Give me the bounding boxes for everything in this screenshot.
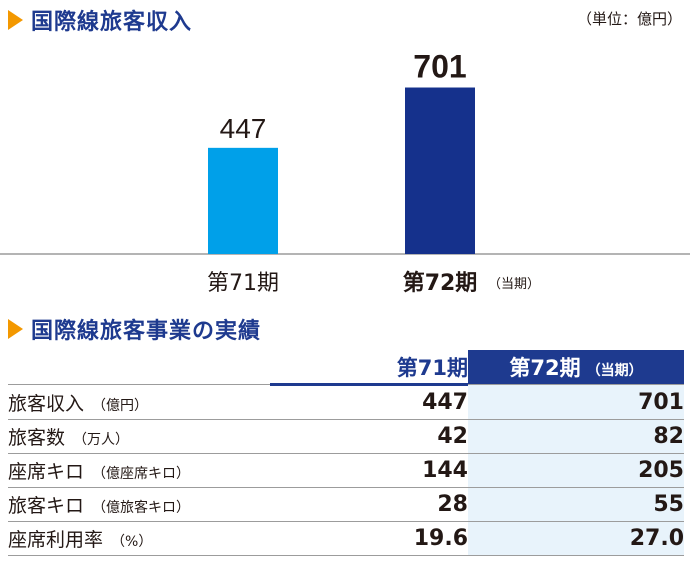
triangle-marker-icon <box>8 319 23 339</box>
value-72: 55 <box>468 487 684 522</box>
row-unit-note: （万人） <box>73 432 130 448</box>
triangle-marker-icon <box>8 10 23 30</box>
row-label-cell: 旅客キロ （億旅客キロ） <box>8 487 270 522</box>
row-label: 旅客収入 <box>8 392 85 415</box>
row-label-cell: 旅客数 （万人） <box>8 419 270 454</box>
bar-value-label: 701 <box>413 49 466 85</box>
revenue-bar-chart: 447 第71期 701 第72期 （当期） <box>0 49 690 296</box>
bar-1 <box>208 147 278 254</box>
row-unit-note: （億円） <box>92 397 149 414</box>
value-72: 205 <box>468 453 684 488</box>
row-unit-note: （%） <box>111 534 153 550</box>
results-table: 第71期 第72期 （当期） 旅客収入 （億円） 447 701 旅客数 （万人） 42 82 座… <box>8 350 684 556</box>
value-71: 144 <box>270 453 468 488</box>
row-label-cell: 座席利用率 （%） <box>8 521 270 556</box>
header-71: 第71期 <box>270 350 468 386</box>
results-heading: 国際線旅客事業の実績 <box>8 313 261 345</box>
bar-value-label: 447 <box>220 113 267 144</box>
bar-2 <box>405 87 475 254</box>
category-note: （当期） <box>488 277 540 292</box>
value-71: 28 <box>270 487 468 522</box>
table-row: 旅客キロ （億旅客キロ） 28 55 <box>8 487 684 522</box>
table-row: 座席キロ （億座席キロ） 144 205 <box>8 453 684 488</box>
category-label: 第72期 <box>403 270 478 296</box>
row-label-cell: 座席キロ （億座席キロ） <box>8 453 270 488</box>
header-72-note: （当期） <box>586 363 643 379</box>
row-unit-note: （億旅客キロ） <box>92 500 191 516</box>
value-71: 42 <box>270 419 468 454</box>
row-label: 旅客キロ <box>8 495 85 517</box>
value-72: 82 <box>468 419 684 454</box>
table-row: 座席利用率 （%） 19.6 27.0 <box>8 521 684 556</box>
value-72: 27.0 <box>468 521 684 556</box>
table-row: 旅客収入 （億円） 447 701 <box>8 384 684 420</box>
category-label: 第71期 <box>207 271 279 296</box>
row-label: 座席キロ <box>8 461 85 483</box>
row-label: 座席利用率 <box>8 529 104 551</box>
value-72: 701 <box>468 384 684 420</box>
results-title: 国際線旅客事業の実績 <box>31 319 262 344</box>
value-71: 19.6 <box>270 521 468 556</box>
revenue-heading: 国際線旅客収入 <box>8 4 192 36</box>
header-72: 第72期 （当期） <box>468 350 684 385</box>
table-header-row: 第71期 第72期 （当期） <box>8 350 684 386</box>
unit-label: （単位：億円） <box>576 10 682 28</box>
value-71: 447 <box>270 384 468 420</box>
row-unit-note: （億座席キロ） <box>92 466 191 482</box>
row-label: 旅客数 <box>8 427 66 449</box>
table-row: 旅客数 （万人） 42 82 <box>8 419 684 454</box>
header-blank-cell <box>8 350 270 385</box>
header-72-label: 第72期 <box>509 356 581 380</box>
row-label-cell: 旅客収入 （億円） <box>8 384 270 420</box>
revenue-title: 国際線旅客収入 <box>31 10 193 35</box>
